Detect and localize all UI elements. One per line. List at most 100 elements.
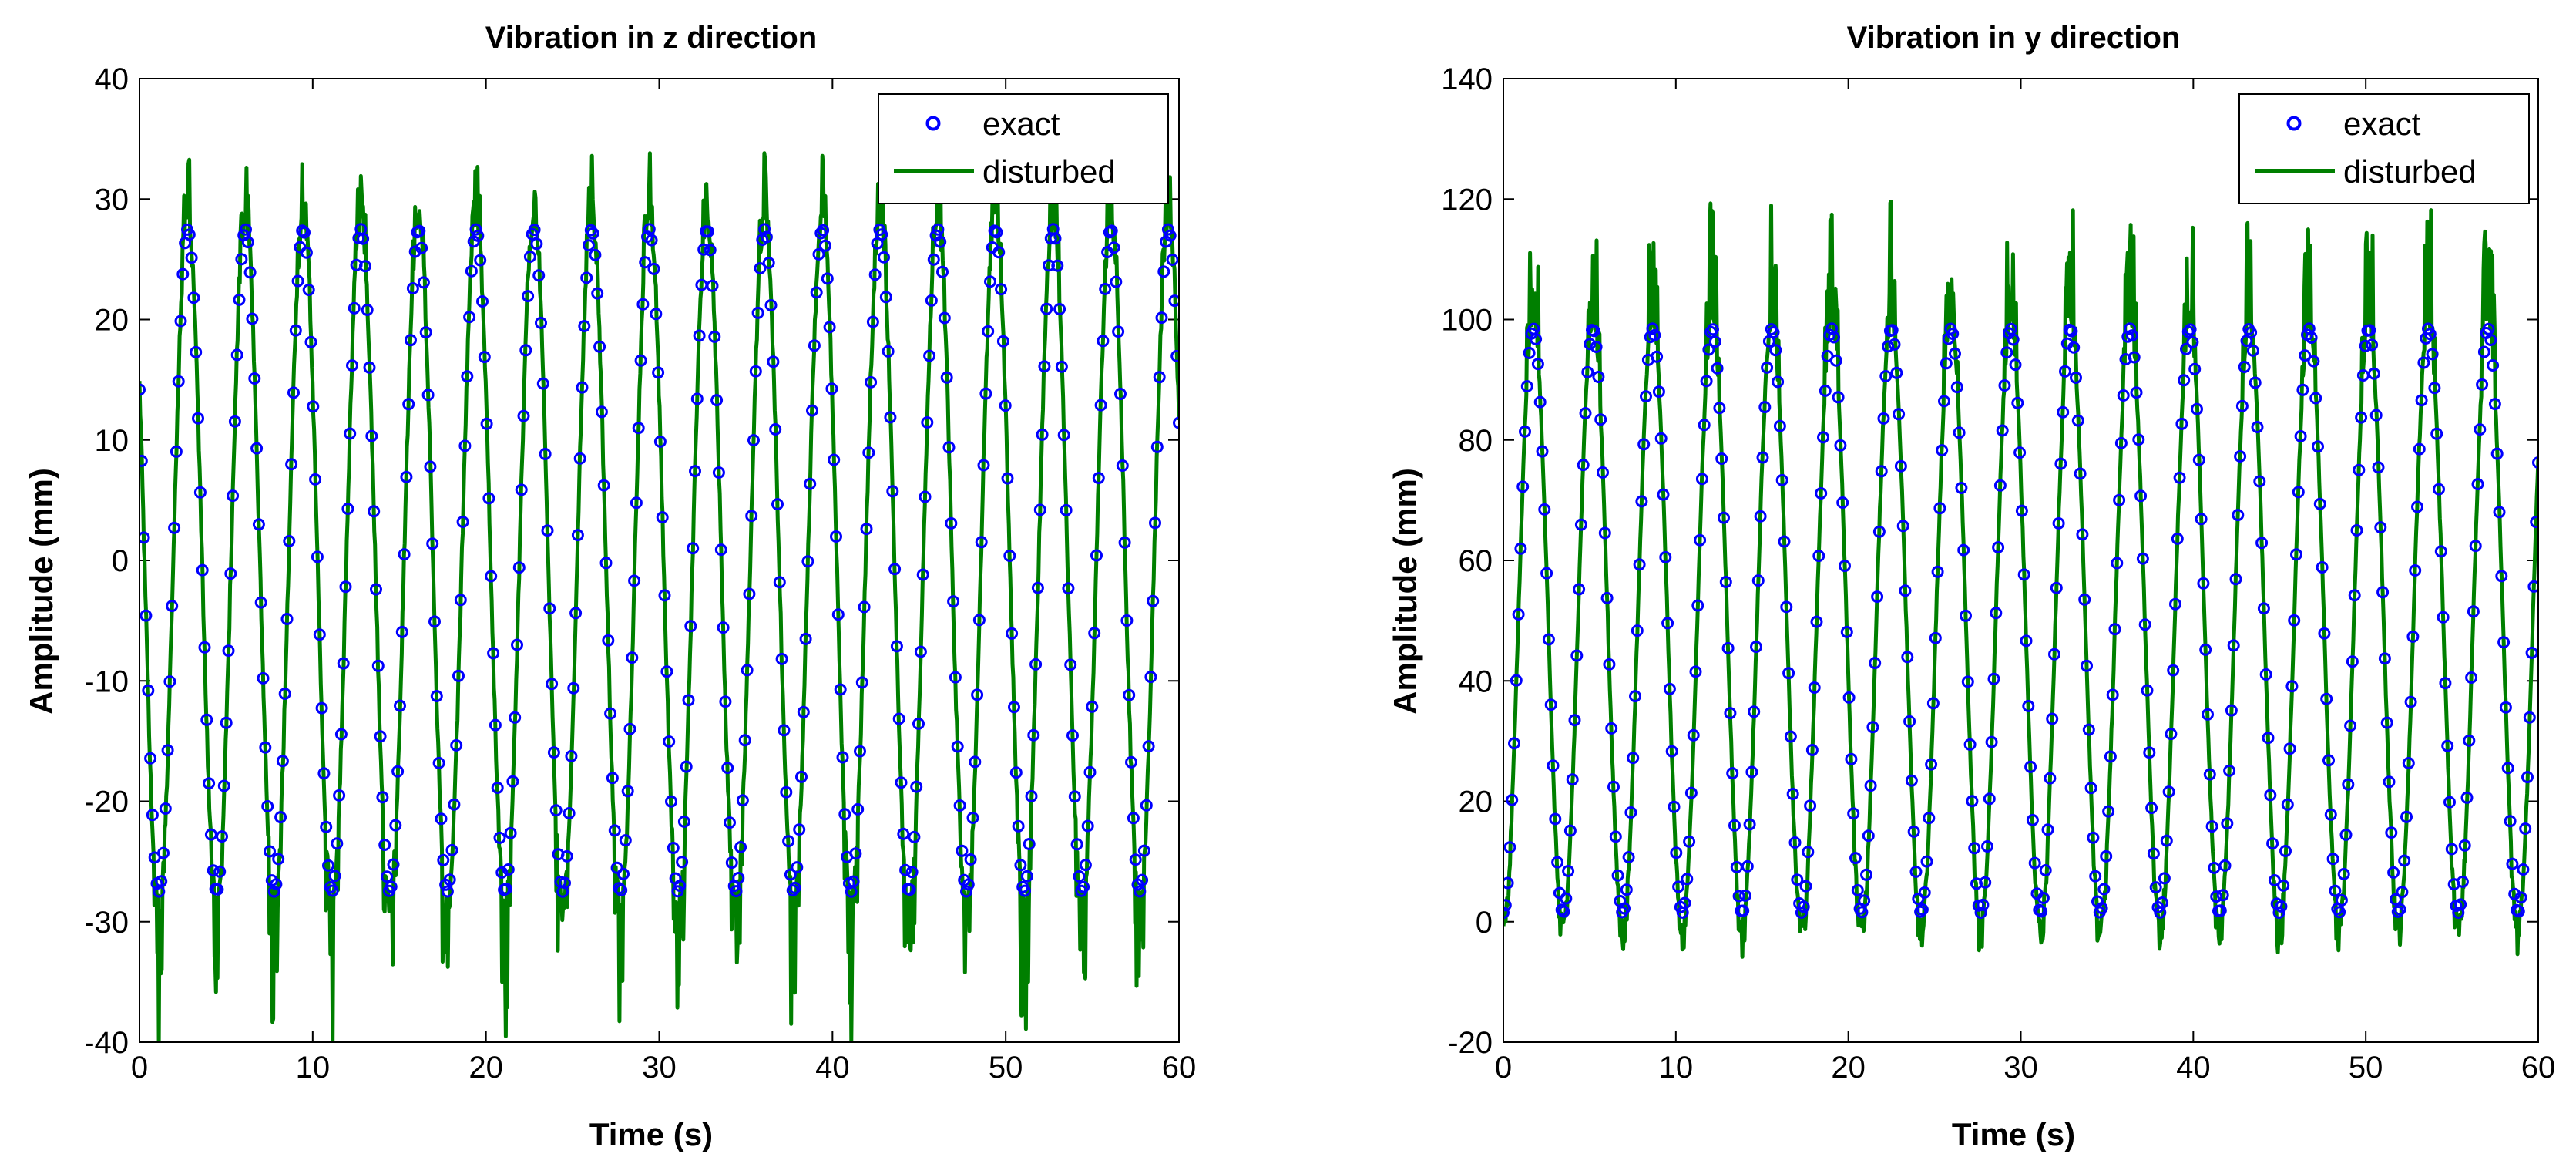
data-point-exact bbox=[793, 823, 806, 836]
data-point-exact bbox=[406, 282, 419, 294]
data-point-exact bbox=[1780, 600, 1793, 614]
data-point-exact bbox=[1751, 574, 1765, 587]
data-point-exact bbox=[571, 529, 584, 542]
data-point-exact bbox=[2322, 754, 2335, 767]
data-point-exact bbox=[391, 765, 405, 778]
data-point-exact bbox=[593, 340, 606, 353]
data-point-exact bbox=[2393, 903, 2406, 916]
data-point-exact bbox=[778, 724, 791, 737]
data-point-exact bbox=[749, 365, 762, 378]
data-point-exact bbox=[1603, 658, 1616, 671]
data-point-exact bbox=[233, 293, 246, 306]
data-point-exact bbox=[1153, 371, 1166, 384]
data-point-exact bbox=[1519, 425, 1531, 438]
data-point-exact bbox=[2208, 861, 2221, 874]
data-point-exact bbox=[532, 269, 546, 282]
data-point-exact bbox=[2141, 684, 2154, 697]
data-point-exact bbox=[1581, 365, 1594, 378]
data-point-exact bbox=[996, 335, 1009, 348]
data-point-exact bbox=[1938, 395, 1950, 408]
data-point-exact bbox=[972, 614, 986, 627]
data-point-exact bbox=[2138, 618, 2151, 631]
data-point-exact bbox=[2078, 593, 2091, 606]
data-point-exact bbox=[690, 392, 704, 405]
data-point-exact bbox=[2210, 890, 2223, 903]
data-point-exact bbox=[923, 349, 936, 362]
data-point-exact bbox=[315, 701, 328, 715]
data-point-exact bbox=[1012, 819, 1025, 833]
data-point-exact bbox=[168, 521, 181, 534]
data-point-exact bbox=[536, 377, 549, 390]
data-point-exact bbox=[2071, 414, 2084, 427]
data-point-exact bbox=[2015, 504, 2028, 517]
data-point-exact bbox=[2007, 333, 2020, 346]
data-point-exact bbox=[2326, 853, 2339, 866]
data-point-exact bbox=[222, 644, 235, 658]
data-point-exact bbox=[966, 812, 979, 824]
data-point-exact bbox=[1683, 835, 1696, 848]
data-point-exact bbox=[2497, 636, 2511, 649]
data-point-exact bbox=[2339, 828, 2353, 841]
data-point-exact bbox=[1829, 354, 1842, 367]
data-point-exact bbox=[2134, 489, 2148, 503]
data-point-exact bbox=[914, 645, 927, 658]
data-point-exact bbox=[1802, 846, 1815, 859]
data-point-exact bbox=[1684, 786, 1698, 799]
data-point-exact bbox=[248, 372, 261, 385]
data-point-exact bbox=[773, 576, 786, 589]
data-point-exact bbox=[2216, 889, 2229, 902]
data-point-exact bbox=[949, 671, 962, 684]
data-point-exact bbox=[2039, 864, 2052, 876]
data-point-exact bbox=[1992, 541, 2005, 553]
data-point-exact bbox=[2214, 904, 2227, 917]
data-point-exact bbox=[2415, 394, 2428, 407]
data-point-exact bbox=[905, 866, 919, 879]
data-point-exact bbox=[2312, 440, 2324, 453]
data-point-exact bbox=[1981, 840, 1993, 853]
data-point-exact bbox=[357, 232, 370, 245]
data-point-exact bbox=[1008, 701, 1020, 714]
data-point-exact bbox=[337, 657, 350, 670]
data-point-exact bbox=[1761, 361, 1774, 374]
data-point-exact bbox=[1544, 698, 1557, 711]
data-point-exact bbox=[313, 628, 326, 641]
data-point-exact bbox=[2363, 324, 2376, 337]
data-point-exact bbox=[560, 849, 573, 863]
data-point-exact bbox=[1985, 735, 1998, 748]
data-point-exact bbox=[1609, 830, 1622, 843]
data-point-exact bbox=[2504, 815, 2517, 828]
data-point-exact bbox=[504, 826, 517, 839]
data-point-exact bbox=[2264, 789, 2277, 802]
y-tick-label: 0 bbox=[1476, 906, 1493, 940]
data-point-exact bbox=[1925, 758, 1938, 771]
data-point-exact bbox=[2385, 826, 2398, 839]
data-point-exact bbox=[334, 728, 348, 741]
data-point-exact bbox=[754, 262, 767, 274]
data-point-exact bbox=[2508, 887, 2521, 900]
data-point-exact bbox=[2530, 516, 2538, 529]
chart-title: Vibration in z direction bbox=[485, 21, 817, 55]
series-markers-exact bbox=[139, 223, 1179, 898]
data-point-exact bbox=[656, 511, 669, 524]
data-point-exact bbox=[405, 334, 417, 347]
data-point-exact bbox=[287, 386, 300, 399]
data-point-exact bbox=[2124, 322, 2137, 335]
data-point-exact bbox=[272, 853, 285, 866]
data-point-exact bbox=[1931, 565, 1944, 578]
data-point-exact bbox=[1960, 609, 1972, 622]
data-point-exact bbox=[736, 794, 749, 807]
data-point-exact bbox=[463, 311, 476, 324]
data-point-exact bbox=[2223, 764, 2236, 777]
data-point-exact bbox=[1711, 362, 1724, 375]
data-point-exact bbox=[2519, 822, 2532, 835]
data-point-exact bbox=[224, 567, 237, 580]
data-point-exact bbox=[784, 868, 797, 881]
data-point-exact bbox=[971, 688, 984, 701]
data-point-exact bbox=[2460, 791, 2474, 804]
data-point-exact bbox=[1737, 904, 1750, 917]
data-point-exact bbox=[1834, 439, 1847, 452]
data-point-exact bbox=[1732, 890, 1745, 903]
data-point-exact bbox=[830, 530, 842, 543]
data-point-exact bbox=[2048, 648, 2060, 661]
data-point-exact bbox=[947, 595, 960, 608]
